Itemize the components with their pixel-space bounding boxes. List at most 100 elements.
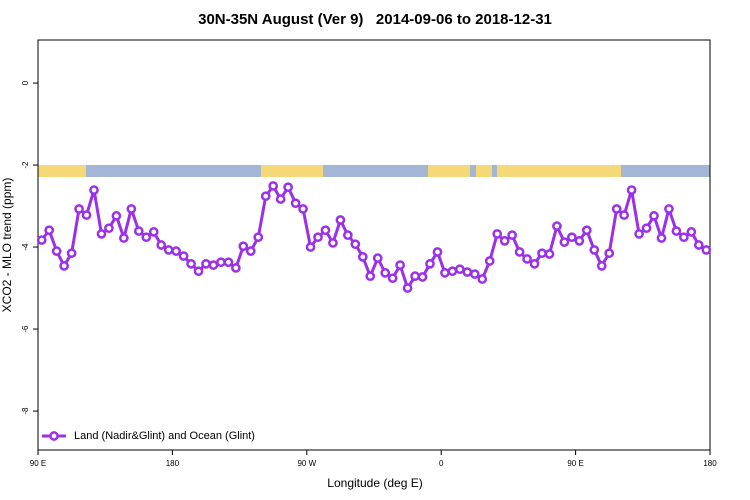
data-point (462, 267, 473, 277)
land-ocean-strip (38, 165, 710, 177)
data-point (589, 245, 600, 255)
data-point (283, 182, 293, 193)
data-point (693, 240, 704, 250)
data-point (671, 226, 682, 236)
data-point (193, 266, 204, 277)
data-point (313, 232, 323, 243)
data-point (619, 210, 629, 220)
data-point (447, 266, 458, 277)
data-point (298, 204, 308, 214)
data-point (455, 264, 465, 275)
data-point (208, 260, 219, 270)
data-point (484, 256, 495, 266)
data-point (59, 261, 69, 271)
data-point (74, 204, 84, 214)
data-point (499, 236, 510, 246)
data-point (350, 239, 361, 250)
x-axis-label: Longitude (deg E) (327, 476, 422, 490)
y-tick-label: -8 (21, 407, 30, 415)
data-point (320, 225, 331, 236)
data-point (231, 263, 241, 273)
data-point (148, 227, 159, 237)
data-point (664, 204, 674, 214)
data-point (343, 230, 353, 241)
data-point (119, 233, 129, 243)
data-point (701, 245, 712, 255)
data-point (649, 211, 659, 221)
data-point (171, 246, 181, 256)
plot-frame (37, 39, 711, 451)
data-point (656, 233, 667, 243)
data-point (186, 259, 196, 269)
data-point (126, 204, 137, 214)
data-point (245, 246, 256, 256)
data-point (380, 268, 391, 278)
y-tick-label: -6 (21, 325, 30, 333)
data-point (611, 204, 622, 214)
data-point (492, 229, 503, 239)
data-point (596, 261, 607, 271)
data-point (44, 225, 55, 236)
data-point (365, 271, 376, 282)
x-tick-label: 90 W (297, 459, 316, 468)
data-point (387, 273, 398, 284)
data-point (260, 191, 271, 202)
data-point (201, 259, 211, 269)
data-point (275, 194, 286, 204)
data-point (66, 248, 77, 259)
data-point (402, 283, 413, 293)
data-point (290, 198, 301, 209)
data-point (372, 253, 383, 263)
data-point (514, 247, 525, 257)
data-point (417, 272, 428, 282)
y-tick-label: -4 (21, 243, 30, 251)
data-point (133, 226, 144, 236)
data-point (335, 215, 346, 225)
data-point (507, 230, 517, 241)
data-point (89, 185, 99, 195)
x-tick-label: 180 (703, 459, 717, 468)
data-point (51, 246, 62, 256)
data-point (477, 274, 488, 284)
x-tick-label: 90 E (30, 459, 46, 468)
x-tick-label: 90 E (567, 459, 583, 468)
data-point (559, 237, 570, 247)
data-point (440, 268, 450, 278)
data-point (156, 240, 167, 250)
data-point (529, 259, 540, 269)
data-point (425, 259, 435, 269)
x-tick-label: 180 (166, 459, 180, 468)
data-point (268, 181, 279, 191)
data-point (328, 238, 338, 248)
data-point (581, 225, 592, 236)
data-point (410, 271, 420, 282)
data-point (216, 257, 226, 268)
data-point (357, 252, 368, 262)
data-point (141, 232, 152, 243)
data-point (36, 235, 47, 245)
land-band (476, 165, 492, 177)
data-point (567, 232, 577, 243)
y-tick-label: -2 (21, 161, 30, 169)
data-point (253, 232, 264, 243)
data-point (238, 241, 249, 252)
data-point (537, 248, 547, 259)
data-point (432, 247, 443, 257)
data-point (305, 242, 316, 252)
legend-label: Land (Nadir&Glint) and Ocean (Glint) (74, 430, 255, 442)
x-tick-label: 0 (439, 459, 444, 468)
data-point (178, 251, 189, 261)
data-point (641, 223, 652, 234)
data-point (522, 254, 532, 264)
data-point (104, 223, 114, 234)
data-point (111, 211, 122, 221)
land-band (428, 165, 470, 177)
data-point (634, 229, 644, 239)
legend-marker (49, 431, 59, 441)
land-band (38, 165, 86, 177)
y-tick-label: 0 (21, 80, 30, 85)
data-point (686, 227, 697, 237)
data-point (223, 257, 234, 268)
